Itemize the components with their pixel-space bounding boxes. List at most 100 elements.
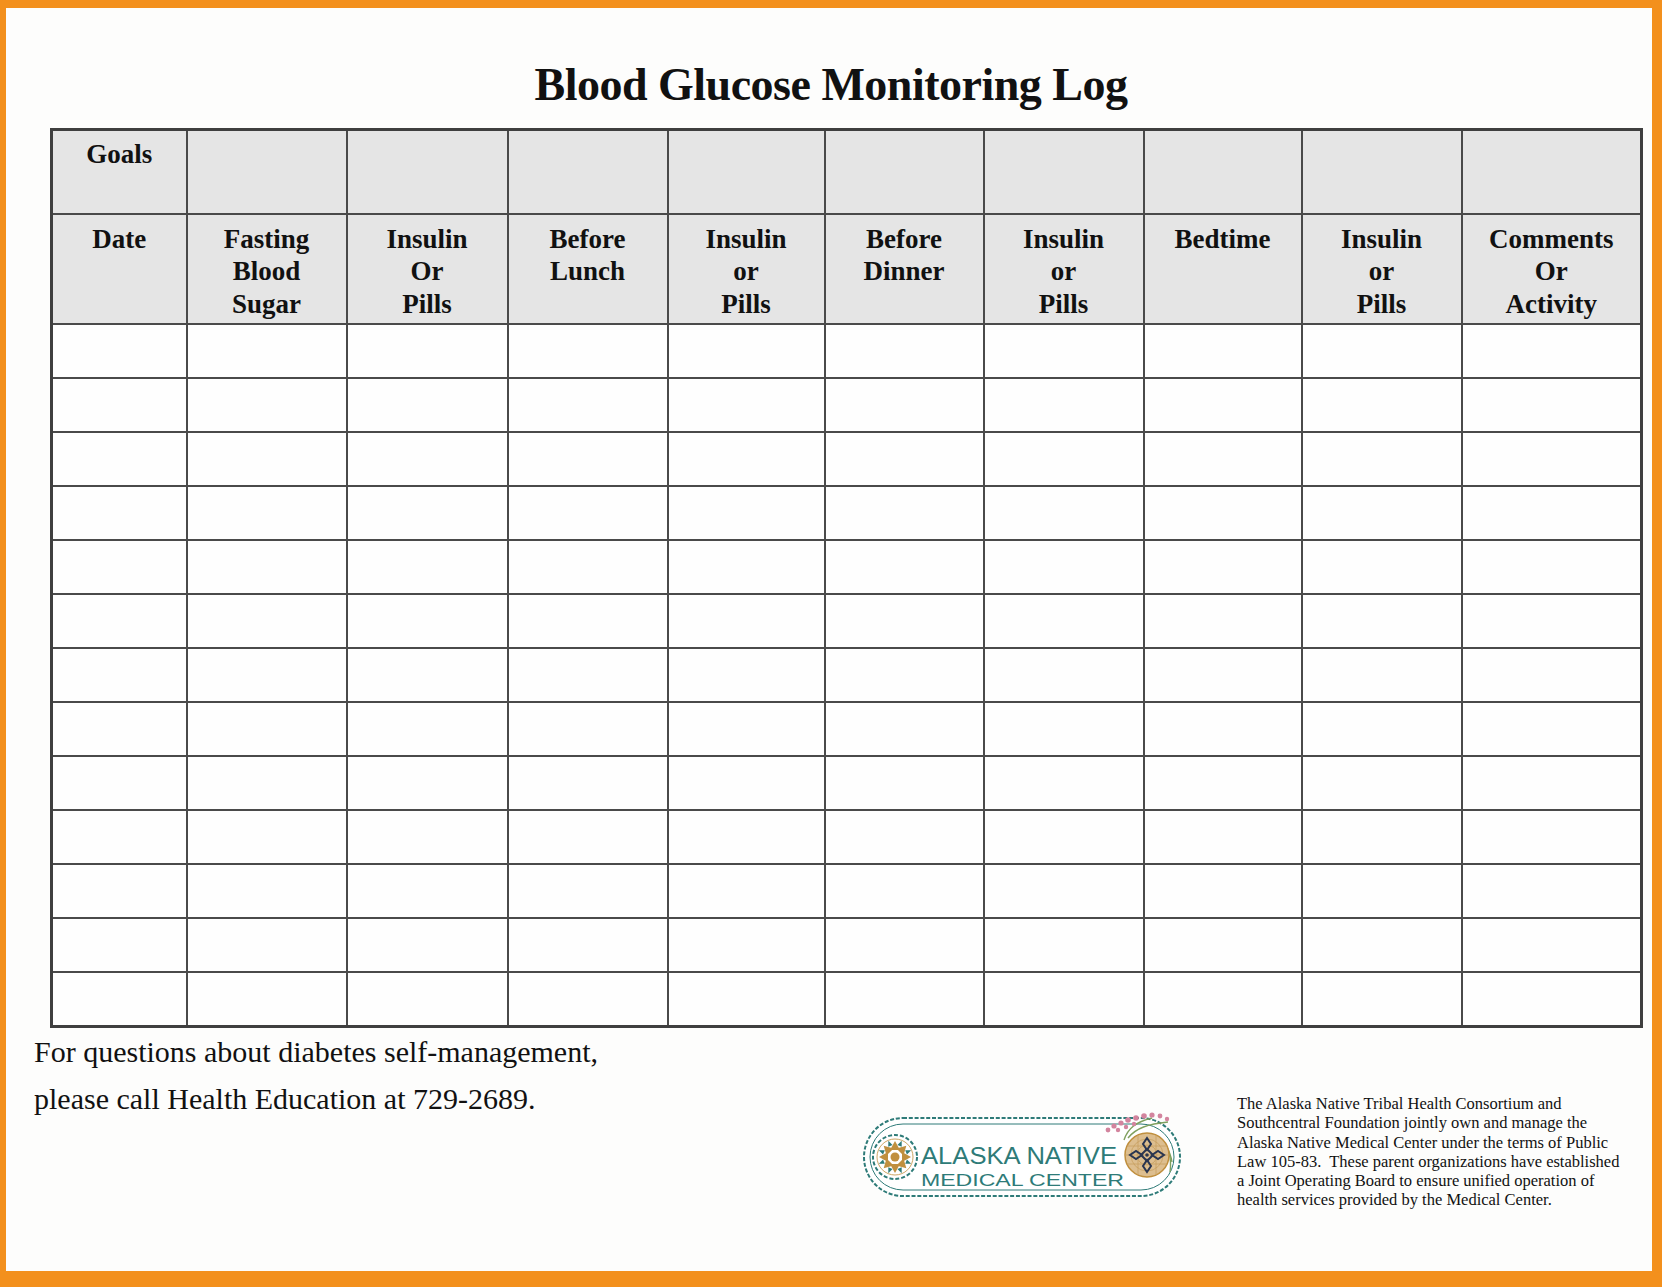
log-entry-cell <box>347 702 508 756</box>
log-entry-row <box>52 648 1642 702</box>
log-entry-cell <box>508 486 668 540</box>
log-entry-cell <box>668 810 825 864</box>
log-entry-cell <box>1144 918 1302 972</box>
anmc-logo: ALASKA NATIVE MEDICAL CENTER <box>856 1078 1186 1202</box>
log-entry-row <box>52 486 1642 540</box>
log-entry-cell <box>52 918 187 972</box>
log-entry-cell <box>1144 756 1302 810</box>
log-entry-cell <box>1302 702 1462 756</box>
goals-empty-cell <box>984 130 1144 215</box>
goals-row: Goals <box>52 130 1642 215</box>
log-table-entries <box>52 324 1642 1026</box>
log-entry-cell <box>984 918 1144 972</box>
log-entry-cell <box>1144 540 1302 594</box>
log-entry-cell <box>187 918 347 972</box>
log-entry-cell <box>668 756 825 810</box>
log-entry-cell <box>187 486 347 540</box>
goals-empty-cell <box>1302 130 1462 215</box>
col-header-insulin-or-pills-3: Insulin or Pills <box>984 214 1144 324</box>
log-entry-cell <box>508 972 668 1026</box>
log-entry-row <box>52 540 1642 594</box>
col-header-before-dinner: Before Dinner <box>825 214 984 324</box>
log-entry-cell <box>52 594 187 648</box>
log-entry-cell <box>1462 324 1642 378</box>
log-entry-cell <box>984 810 1144 864</box>
log-entry-cell <box>187 324 347 378</box>
log-entry-cell <box>508 540 668 594</box>
log-entry-cell <box>1302 540 1462 594</box>
log-entry-row <box>52 324 1642 378</box>
log-entry-cell <box>825 486 984 540</box>
log-entry-cell <box>668 486 825 540</box>
log-entry-cell <box>1462 810 1642 864</box>
log-entry-cell <box>52 378 187 432</box>
log-entry-cell <box>1144 810 1302 864</box>
col-header-fasting-blood-sugar: Fasting Blood Sugar <box>187 214 347 324</box>
goals-empty-cell <box>825 130 984 215</box>
log-entry-cell <box>1302 864 1462 918</box>
log-entry-cell <box>1462 486 1642 540</box>
log-entry-cell <box>825 378 984 432</box>
log-entry-cell <box>508 594 668 648</box>
log-entry-cell <box>508 378 668 432</box>
log-entry-row <box>52 810 1642 864</box>
log-entry-cell <box>508 324 668 378</box>
log-entry-cell <box>1302 756 1462 810</box>
log-entry-cell <box>52 486 187 540</box>
log-entry-row <box>52 702 1642 756</box>
log-entry-cell <box>1462 918 1642 972</box>
log-entry-cell <box>347 648 508 702</box>
log-entry-cell <box>984 594 1144 648</box>
log-entry-cell <box>668 540 825 594</box>
log-entry-cell <box>1144 486 1302 540</box>
log-entry-cell <box>508 918 668 972</box>
log-entry-cell <box>52 972 187 1026</box>
log-entry-cell <box>1462 594 1642 648</box>
goals-empty-cell <box>1462 130 1642 215</box>
log-entry-cell <box>347 864 508 918</box>
log-entry-cell <box>52 810 187 864</box>
goals-empty-cell <box>1144 130 1302 215</box>
log-entry-row <box>52 918 1642 972</box>
col-header-before-lunch: Before Lunch <box>508 214 668 324</box>
log-entry-cell <box>347 972 508 1026</box>
log-entry-cell <box>347 756 508 810</box>
log-entry-cell <box>1302 918 1462 972</box>
log-entry-cell <box>984 648 1144 702</box>
log-entry-cell <box>1144 972 1302 1026</box>
log-entry-cell <box>508 864 668 918</box>
log-entry-cell <box>508 702 668 756</box>
log-entry-row <box>52 378 1642 432</box>
goals-empty-cell <box>508 130 668 215</box>
log-entry-cell <box>668 324 825 378</box>
log-entry-cell <box>825 648 984 702</box>
col-header-date: Date <box>52 214 187 324</box>
log-entry-cell <box>347 540 508 594</box>
log-entry-cell <box>1462 648 1642 702</box>
log-entry-cell <box>1144 648 1302 702</box>
log-entry-cell <box>187 864 347 918</box>
log-entry-cell <box>668 432 825 486</box>
log-entry-cell <box>52 648 187 702</box>
log-entry-cell <box>984 756 1144 810</box>
log-entry-cell <box>825 918 984 972</box>
log-entry-cell <box>1302 648 1462 702</box>
log-entry-cell <box>508 810 668 864</box>
log-entry-cell <box>347 324 508 378</box>
log-entry-cell <box>984 324 1144 378</box>
col-header-comments-or-activity: Comments Or Activity <box>1462 214 1642 324</box>
log-entry-cell <box>668 918 825 972</box>
log-entry-cell <box>1302 486 1462 540</box>
log-entry-cell <box>508 432 668 486</box>
log-entry-cell <box>1462 540 1642 594</box>
log-entry-cell <box>1144 432 1302 486</box>
basket-icon <box>1125 1133 1169 1177</box>
log-entry-cell <box>187 810 347 864</box>
log-entry-cell <box>1144 702 1302 756</box>
log-entry-cell <box>984 378 1144 432</box>
log-entry-row <box>52 972 1642 1026</box>
log-entry-cell <box>984 486 1144 540</box>
log-entry-cell <box>52 432 187 486</box>
goals-empty-cell <box>668 130 825 215</box>
log-entry-cell <box>1144 594 1302 648</box>
